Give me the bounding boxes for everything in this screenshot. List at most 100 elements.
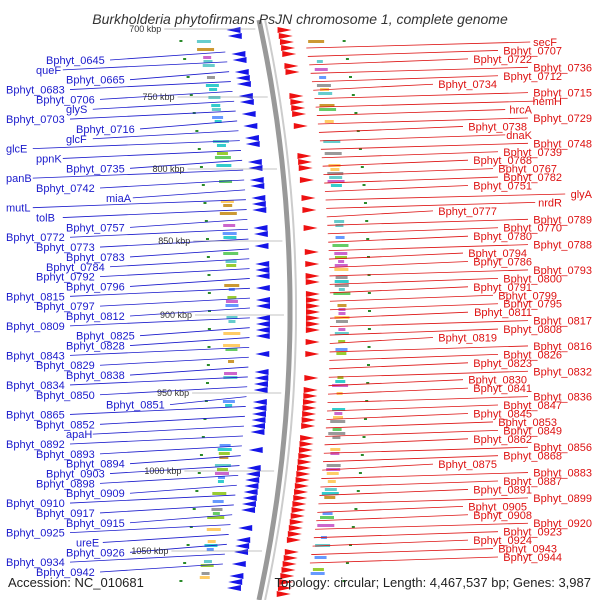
leader-line xyxy=(69,376,248,386)
leader-line xyxy=(321,151,499,159)
leader-line xyxy=(327,396,529,403)
reverse-feature-glyph xyxy=(238,93,253,99)
reverse-feature-glyph xyxy=(231,51,246,57)
category-block xyxy=(224,284,240,287)
forward-feature-glyph xyxy=(303,387,318,393)
gene-label: Bphyt_0836 xyxy=(533,392,592,404)
scale-dot xyxy=(206,256,210,258)
gene-label: Bphyt_0712 xyxy=(503,71,562,83)
reverse-feature-glyph xyxy=(245,477,260,483)
scale-dot xyxy=(206,364,210,366)
forward-feature-glyph xyxy=(297,153,312,159)
leader-line xyxy=(329,277,499,285)
scale-dot xyxy=(197,472,201,474)
category-block xyxy=(336,352,347,355)
category-block xyxy=(201,572,210,575)
leader-line xyxy=(32,140,240,150)
reverse-feature-glyph xyxy=(241,507,256,513)
leader-line xyxy=(319,134,506,142)
gene-label: Bphyt_0908 xyxy=(473,510,532,522)
leader-line xyxy=(312,539,469,547)
category-block xyxy=(225,300,238,303)
category-block xyxy=(312,568,324,571)
reverse-feature-glyph xyxy=(234,549,249,555)
category-block xyxy=(319,516,334,519)
category-block xyxy=(225,404,233,407)
leader-line xyxy=(324,176,499,184)
reverse-feature-glyph xyxy=(254,375,269,381)
gene-label: Bphyt_0826 xyxy=(503,349,562,361)
gene-label: Bphyt_0943 xyxy=(498,544,557,556)
leader-line xyxy=(99,268,250,278)
forward-feature-glyph xyxy=(291,105,306,111)
category-block xyxy=(225,260,237,263)
gene-label: Bphyt_0875 xyxy=(438,459,497,471)
leader-line xyxy=(323,455,499,463)
leader-line xyxy=(129,307,251,317)
category-block xyxy=(223,236,237,239)
gene-label: Bphyt_0845 xyxy=(473,408,532,420)
leader-line xyxy=(99,474,239,484)
reverse-feature-glyph xyxy=(252,405,267,411)
leader-line xyxy=(99,504,234,514)
category-block xyxy=(217,448,232,451)
leader-line xyxy=(129,514,233,524)
leader-line xyxy=(328,370,529,378)
gene-label: Bphyt_0707 xyxy=(503,45,562,57)
gene-label: Bphyt_0917 xyxy=(36,508,95,520)
category-block xyxy=(219,456,229,459)
leader-line xyxy=(329,320,529,328)
forward-feature-glyph xyxy=(289,519,304,525)
gene-label: Bphyt_0792 xyxy=(36,272,95,284)
gene-label: Bphyt_0715 xyxy=(533,88,592,100)
gene-label: Bphyt_0757 xyxy=(66,222,125,234)
forward-feature-glyph xyxy=(301,417,316,423)
gene-label: Bphyt_0838 xyxy=(66,370,125,382)
category-block xyxy=(329,176,343,179)
leader-line xyxy=(329,311,469,319)
gene-label: secF xyxy=(533,37,557,49)
gene-label: Bphyt_0789 xyxy=(533,214,592,226)
gene-label: Bphyt_0782 xyxy=(503,172,562,184)
category-block xyxy=(330,452,340,455)
category-block xyxy=(217,480,224,483)
gene-label: Bphyt_0924 xyxy=(473,535,532,547)
gene-label: Bphyt_0808 xyxy=(503,324,562,336)
leader-line xyxy=(325,193,566,201)
forward-feature-glyph xyxy=(305,261,320,267)
gene-label: Bphyt_0742 xyxy=(36,183,95,195)
category-block xyxy=(222,232,237,235)
forward-feature-glyph xyxy=(305,273,320,279)
gene-label: glyS xyxy=(66,104,87,116)
forward-feature-glyph xyxy=(302,207,317,213)
leader-line xyxy=(109,465,240,474)
kbp-tick-label: 1000 kbp xyxy=(144,466,181,476)
leader-line xyxy=(329,328,499,336)
category-block xyxy=(338,260,345,263)
leader-line xyxy=(307,50,499,57)
category-block xyxy=(225,304,239,307)
forward-feature-glyph xyxy=(299,441,314,447)
category-block xyxy=(200,564,214,567)
forward-feature-glyph xyxy=(287,531,302,537)
category-block xyxy=(335,320,348,323)
leader-line xyxy=(99,563,223,573)
leader-line xyxy=(129,366,249,376)
leader-line xyxy=(327,404,499,412)
category-block xyxy=(206,76,215,79)
gene-label: Bphyt_0722 xyxy=(473,54,532,66)
gene-label: ppnK xyxy=(36,153,62,165)
gene-label: Bphyt_0794 xyxy=(468,248,527,260)
gene-label: Bphyt_0851 xyxy=(106,400,165,412)
gene-label: mutL xyxy=(6,203,30,215)
forward-feature-glyph xyxy=(292,111,307,117)
scale-dot xyxy=(342,40,346,42)
leader-line xyxy=(319,489,469,496)
scale-dot xyxy=(367,346,371,348)
category-block xyxy=(206,528,221,531)
scale-dot xyxy=(195,490,199,492)
leader-line xyxy=(311,548,494,555)
category-block xyxy=(324,152,342,155)
category-block xyxy=(327,180,345,183)
leader-line xyxy=(318,126,464,133)
